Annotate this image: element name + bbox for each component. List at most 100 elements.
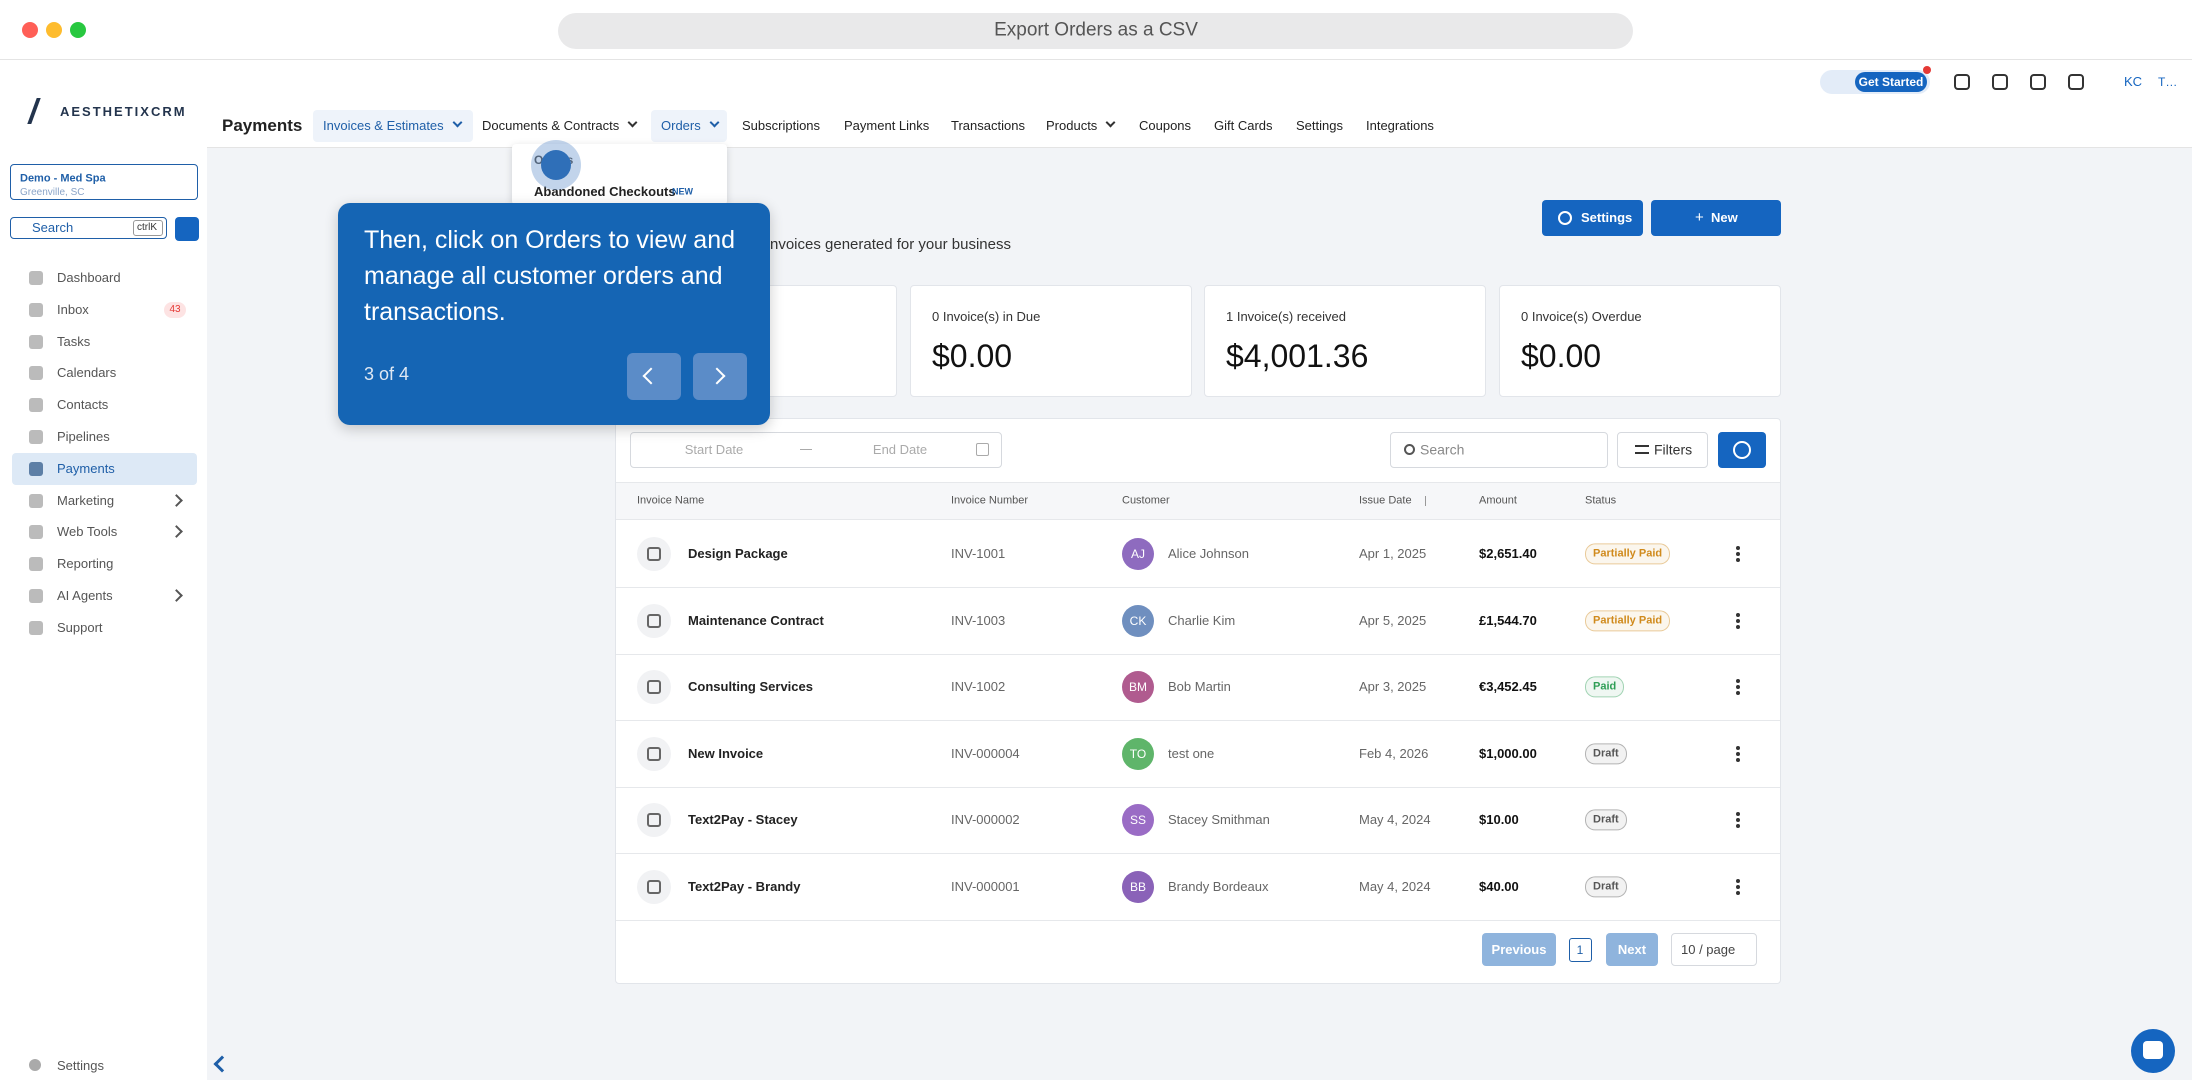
nav-item[interactable]: Web Tools <box>57 524 118 540</box>
row-icon-bg <box>637 869 671 904</box>
quick-action[interactable] <box>175 217 199 241</box>
download-icon <box>1733 441 1751 459</box>
invoice-name[interactable]: Maintenance Contract <box>688 612 824 628</box>
nav-icon <box>29 430 43 444</box>
invoice-name[interactable]: Consulting Services <box>688 679 813 695</box>
status: Partially Paid <box>1585 543 1671 565</box>
nav-icon <box>29 589 43 603</box>
menu-dot <box>1736 685 1740 689</box>
prev-button[interactable] <box>1482 933 1556 966</box>
header-bar <box>207 106 2192 148</box>
tab[interactable]: Invoices & Estimates <box>323 118 444 134</box>
amount: $1,000.00 <box>1479 745 1537 761</box>
row-icon <box>647 813 661 827</box>
tab[interactable]: Orders <box>661 118 701 134</box>
nav-item[interactable]: Contacts <box>57 397 109 413</box>
issue-date: May 4, 2024 <box>1359 812 1431 828</box>
tour-prev[interactable] <box>627 353 681 400</box>
nav-item[interactable]: Calendars <box>57 365 117 381</box>
invoice-name[interactable]: New Invoice <box>688 745 764 761</box>
row-divider <box>616 786 1780 788</box>
nav-item[interactable]: Marketing <box>57 492 115 508</box>
invoice-name[interactable]: Text2Pay - Brandy <box>688 878 801 894</box>
tab[interactable]: Payment Links <box>844 118 930 134</box>
tab[interactable]: Integrations <box>1366 118 1434 134</box>
tab[interactable]: Coupons <box>1139 118 1192 134</box>
chat-icon <box>2143 1041 2163 1059</box>
next-button[interactable] <box>1606 933 1658 966</box>
table-search[interactable] <box>1390 432 1608 468</box>
nav-item[interactable]: AI Agents <box>57 588 113 604</box>
table-search-label: Search <box>1420 441 1465 458</box>
nav-icon <box>29 334 43 349</box>
customer: Alice Johnson <box>1168 546 1249 562</box>
avatar <box>1122 737 1154 770</box>
tab[interactable]: Gift Cards <box>1214 118 1273 134</box>
column-header: Customer <box>1122 494 1170 507</box>
menu-dot <box>1736 824 1740 828</box>
nav-item[interactable]: Payments <box>57 461 115 476</box>
status: Draft <box>1585 742 1627 765</box>
status: Paid <box>1585 676 1625 698</box>
tab[interactable]: Settings <box>1296 118 1343 134</box>
page-box[interactable] <box>1569 938 1592 962</box>
nav-item[interactable]: Dashboard <box>57 270 121 286</box>
amount: $2,651.40 <box>1479 546 1537 562</box>
account[interactable]: T… <box>2158 74 2178 89</box>
invoice-name[interactable]: Design Package <box>688 546 788 562</box>
tab[interactable]: Subscriptions <box>742 118 821 134</box>
tour-next[interactable] <box>693 353 747 400</box>
per-page: 10 / page <box>1681 942 1736 958</box>
collapse-chevron[interactable] <box>213 1055 231 1073</box>
nav-icon <box>29 493 43 508</box>
nav-item[interactable]: Pipelines <box>57 429 110 445</box>
page-subtitle: nvoices generated for your business <box>770 236 1011 253</box>
search-label: Search <box>32 220 74 236</box>
menu-dot <box>1736 757 1740 762</box>
card-label: 1 Invoice(s) received <box>1226 309 1346 325</box>
menu-dot <box>1736 552 1740 556</box>
address-bar <box>558 13 1633 49</box>
user-initials[interactable]: KC <box>2124 74 2143 90</box>
date-range[interactable] <box>630 432 1002 468</box>
invoice-number: INV-1003 <box>951 612 1006 628</box>
amount: €3,452.45 <box>1479 679 1537 695</box>
new-button[interactable] <box>1651 200 1781 236</box>
menu-dot <box>1736 691 1740 695</box>
tab[interactable]: Products <box>1046 118 1098 134</box>
tab[interactable]: Documents & Contracts <box>482 118 620 134</box>
table-header <box>616 482 1780 520</box>
nav-item[interactable]: Support <box>57 620 103 635</box>
row-icon-bg <box>637 670 671 704</box>
filters-button[interactable] <box>1617 432 1708 468</box>
nav-item[interactable]: Inbox <box>57 302 89 317</box>
issue-date: May 4, 2024 <box>1359 878 1431 894</box>
invoice-name[interactable]: Text2Pay - Stacey <box>688 812 798 828</box>
nav-icon <box>29 620 43 635</box>
avatar <box>1122 804 1154 836</box>
column-header: Issue Date <box>1359 494 1412 507</box>
sidebar-settings[interactable]: Settings <box>57 1058 104 1074</box>
per-page-box[interactable] <box>1671 933 1757 966</box>
tab[interactable]: Transactions <box>951 118 1025 134</box>
row-icon <box>647 879 661 894</box>
nav-item[interactable]: Reporting <box>57 556 114 572</box>
invoice-number: INV-000001 <box>951 878 1020 894</box>
location-box[interactable] <box>10 164 198 200</box>
location-name: Demo - Med Spa <box>20 172 106 185</box>
new-plus: + <box>1695 209 1704 226</box>
window-button <box>46 22 62 38</box>
get-started[interactable]: Get Started <box>1858 74 1924 89</box>
menu-dot <box>1736 546 1740 550</box>
amount: £1,544.70 <box>1479 612 1537 628</box>
filters-label: Filters <box>1654 441 1693 458</box>
search-box[interactable] <box>10 217 167 239</box>
nav-item[interactable]: Tasks <box>57 333 91 349</box>
row-divider <box>616 720 1780 721</box>
menu-dot <box>1736 884 1740 889</box>
dropdown-item[interactable]: Abandoned Checkouts <box>534 184 676 200</box>
row-icon-bg <box>637 537 671 571</box>
card <box>1204 285 1486 397</box>
tab-open <box>651 110 727 142</box>
location-city: Greenville, SC <box>20 187 85 198</box>
